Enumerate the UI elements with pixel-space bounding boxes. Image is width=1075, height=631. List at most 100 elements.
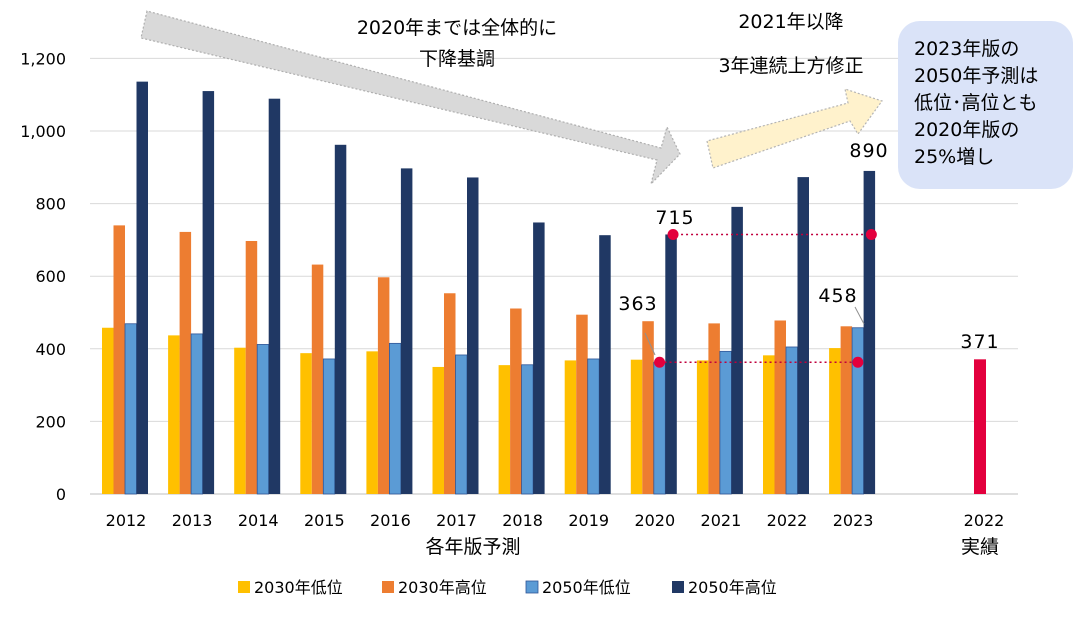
actual-category-label: 2022 (964, 511, 1005, 530)
bar (599, 235, 611, 494)
legend-label: 2050年低位 (542, 578, 631, 597)
bar (190, 333, 204, 495)
callout-line2: 2050年予測は (914, 65, 1038, 87)
bar (432, 366, 444, 494)
bar (840, 326, 853, 494)
bar (455, 354, 468, 495)
x-tick-label: 2021 (701, 511, 742, 530)
bar (731, 206, 743, 494)
bar (400, 168, 413, 494)
bar (708, 323, 720, 494)
down-trend-arrow (140, 10, 681, 187)
bar (388, 342, 402, 495)
x-tick-label: 2018 (502, 511, 543, 530)
x-axis: 2012 2013 2014 2015 2016 2017 2018 2019 2020 2021… (106, 511, 874, 530)
bar (102, 327, 114, 494)
data-label-715: 715 (655, 207, 694, 229)
down-trend-text-line1: 2020年までは全体的に (357, 17, 557, 39)
x-tick-label: 2020 (634, 511, 675, 530)
bar (311, 264, 324, 494)
x-tick-label: 2019 (568, 511, 609, 530)
bar (665, 234, 677, 494)
bar (774, 320, 786, 494)
bar (719, 350, 732, 495)
leader-line-363 (644, 332, 656, 356)
marker-low-2020 (654, 356, 666, 368)
legend: 2030年低位 2030年高位 2050年低位 2050年高位 (238, 578, 777, 597)
down-trend-text-line2: 下降基調 (419, 48, 495, 70)
y-tick-label: 600 (35, 267, 66, 286)
bar (444, 293, 456, 494)
up-trend-arrow (706, 88, 883, 169)
bar (630, 359, 643, 494)
x-tick-label: 2022 (767, 511, 808, 530)
legend-swatch (382, 581, 394, 593)
bar (322, 358, 336, 495)
y-tick-label: 1,200 (20, 49, 66, 68)
bar (268, 98, 281, 495)
x-tick-label: 2017 (436, 511, 477, 530)
bar (124, 323, 137, 495)
bar (136, 81, 148, 494)
y-tick-label: 400 (35, 340, 66, 359)
bar (366, 351, 378, 494)
marker-high-2023 (865, 228, 877, 240)
bar (245, 240, 258, 494)
up-trend-text-line2: 3年連続上方修正 (718, 55, 863, 77)
y-tick-label: 1,000 (20, 122, 66, 141)
bar (863, 170, 876, 494)
y-tick-label: 0 (56, 485, 66, 504)
bar (168, 335, 180, 494)
legend-label: 2030年低位 (254, 578, 343, 597)
callout-line3: 低位･高位とも (914, 92, 1038, 114)
bar (785, 346, 798, 495)
bar (696, 360, 709, 494)
bar (467, 177, 479, 495)
callout-line1: 2023年版の (914, 38, 1019, 60)
marker-low-2023 (852, 356, 864, 368)
data-label-458: 458 (818, 285, 857, 307)
bar (377, 277, 390, 494)
y-tick-label: 200 (35, 412, 66, 431)
callout-box (898, 21, 1073, 189)
bars (102, 81, 986, 495)
bar (256, 344, 270, 495)
legend-swatch (525, 580, 539, 594)
bar (829, 348, 841, 494)
bar (521, 364, 534, 495)
legend-swatch (238, 581, 250, 593)
bar (300, 353, 312, 494)
bar (202, 91, 215, 494)
x-tick-label: 2012 (106, 511, 147, 530)
x-tick-label: 2013 (172, 511, 213, 530)
bar (510, 308, 522, 494)
x-tick-label: 2014 (238, 511, 279, 530)
bar (576, 314, 588, 494)
y-tick-label: 800 (35, 195, 66, 214)
data-label-363: 363 (618, 293, 657, 315)
actual-label: 実績 (961, 536, 999, 558)
x-tick-label: 2016 (370, 511, 411, 530)
data-label-890: 890 (849, 140, 888, 162)
x-tick-label: 2023 (833, 511, 874, 530)
bar (334, 144, 347, 494)
bar (851, 327, 864, 495)
y-axis: 0 200 400 600 800 1,000 1,200 (20, 49, 66, 504)
marker-high-2020 (667, 228, 679, 240)
bar (587, 358, 600, 495)
legend-label: 2030年高位 (398, 578, 487, 597)
data-label-371: 371 (960, 331, 999, 353)
up-trend-text-line1: 2021年以降 (738, 11, 843, 33)
bar (498, 365, 511, 494)
bar (653, 361, 666, 495)
x-axis-title: 各年版予測 (425, 536, 520, 558)
callout-line5: 25%増し (914, 146, 994, 168)
bar (113, 225, 125, 494)
x-tick-label: 2015 (304, 511, 345, 530)
callout-line4: 2020年版の (914, 119, 1019, 141)
bar (564, 360, 577, 494)
leader-line-458 (854, 306, 865, 325)
bar (642, 321, 654, 494)
bar (179, 231, 192, 494)
